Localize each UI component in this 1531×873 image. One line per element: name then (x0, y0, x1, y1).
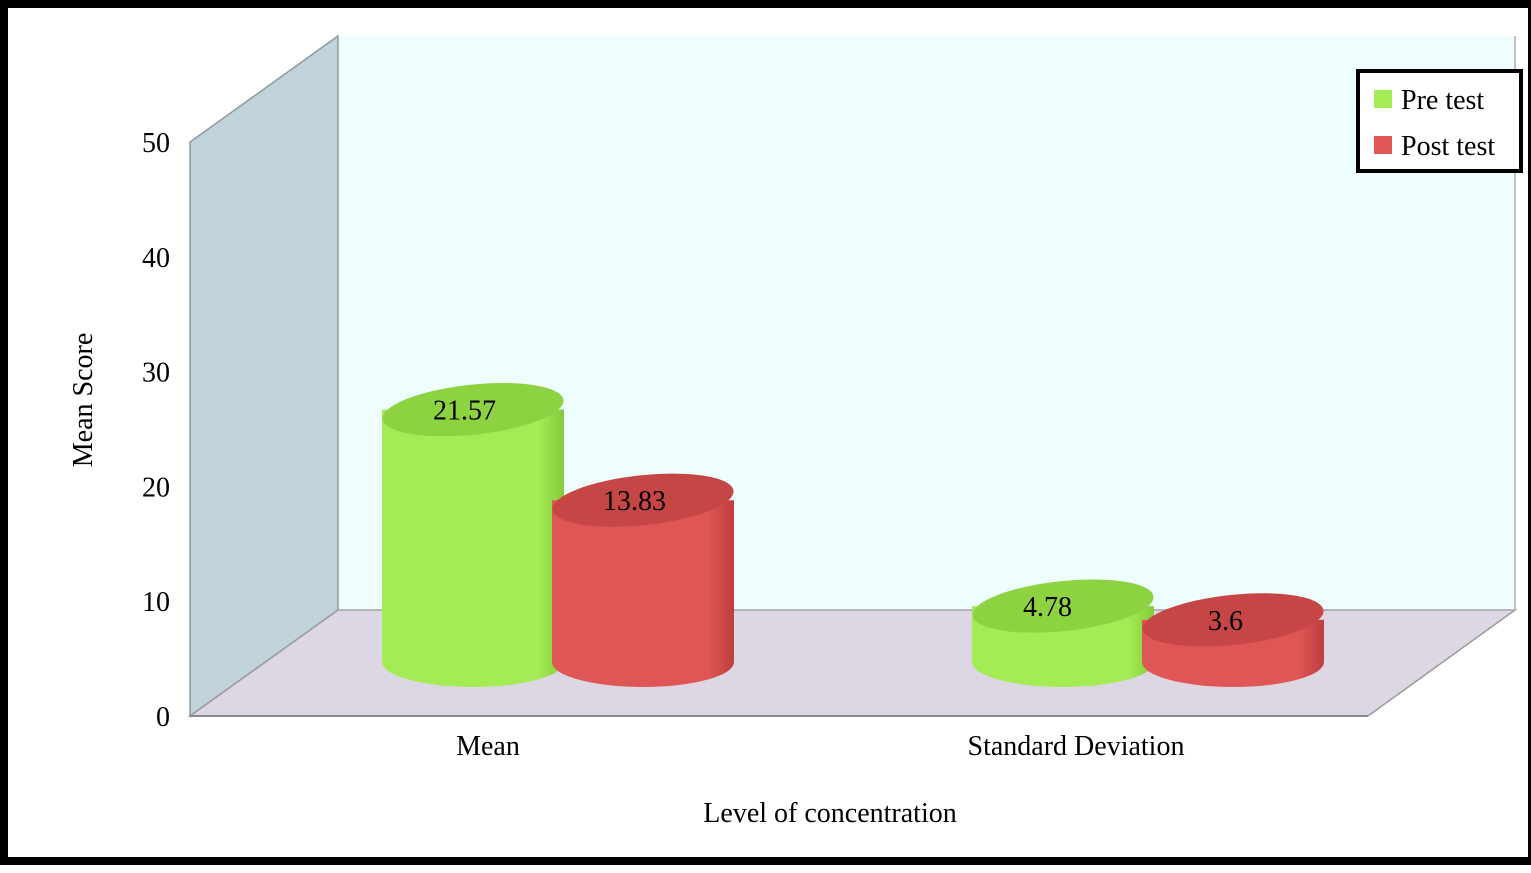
bar-post-test-mean (552, 473, 734, 687)
bar-top-pre-test-standard-deviation (972, 579, 1154, 633)
y-tick-label-0: 0 (156, 702, 170, 733)
legend-swatch-pre-test (1374, 90, 1392, 108)
legend-label-pre-test: Pre test (1401, 85, 1484, 116)
data-label-pre-test-mean: 21.57 (433, 396, 496, 427)
data-labels-group: 21.57 13.83 4.78 3.6 (433, 396, 1243, 637)
bar-top-post-test-mean (552, 473, 734, 527)
bar-chart: 0 10 20 30 40 50 21.57 13.83 4.78 3.6 Mean Standa… (68, 34, 1523, 829)
y-axis-ticks: 0 10 20 30 40 50 (142, 128, 170, 733)
bar-body-post-test-mean (552, 500, 734, 687)
x-axis-title: Level of concentration (703, 798, 956, 829)
chart-side-wall (189, 34, 339, 718)
y-tick-label-2: 20 (142, 472, 170, 503)
legend-swatch-post-test (1374, 136, 1392, 154)
y-tick-label-4: 40 (142, 243, 170, 274)
x-tick-label-0: Mean (456, 731, 520, 762)
bar-post-test-standard-deviation (1142, 593, 1324, 687)
legend-label-post-test: Post test (1401, 131, 1495, 162)
y-tick-label-3: 30 (142, 358, 170, 389)
data-label-pre-test-standard-deviation: 4.78 (1023, 592, 1072, 623)
y-axis-title: Mean Score (68, 333, 99, 468)
bar-top-post-test-standard-deviation (1142, 593, 1324, 647)
data-label-post-test-mean: 13.83 (603, 486, 666, 517)
bar-body-pre-test-mean (382, 409, 564, 687)
bar-pre-test-mean (382, 383, 564, 687)
x-axis-ticks: Mean Standard Deviation (456, 731, 1184, 762)
y-tick-label-5: 50 (142, 128, 170, 159)
data-label-post-test-standard-deviation: 3.6 (1208, 606, 1243, 637)
y-tick-label-1: 10 (142, 587, 170, 618)
legend-box (1356, 69, 1523, 173)
bar-top-pre-test-mean (382, 383, 564, 437)
legend: Pre test Post test (1356, 69, 1523, 173)
x-tick-label-1: Standard Deviation (968, 731, 1185, 762)
chart-back-wall (338, 36, 1515, 610)
bars-group (382, 383, 1324, 687)
bar-pre-test-standard-deviation (972, 579, 1154, 687)
